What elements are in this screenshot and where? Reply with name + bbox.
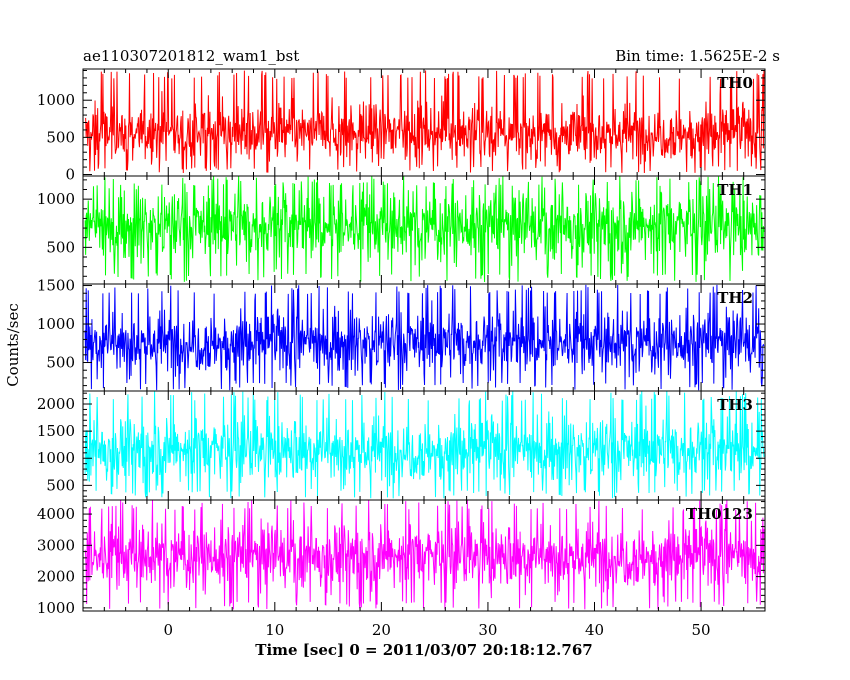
y-tick-label: 1000 [37, 190, 75, 208]
panel-th0123: 1000 2000 3000 4000 TH0123 [37, 499, 766, 617]
y-tick-label: 1000 [37, 315, 75, 333]
series-line-th2 [84, 284, 765, 391]
y-axis-label: Counts/sec [4, 303, 22, 387]
y-tick-label: 1000 [37, 599, 75, 617]
series-line-th0123 [84, 500, 765, 610]
x-tick-label: 20 [372, 621, 391, 639]
panel-th1: 500 1000 TH1 [37, 175, 766, 285]
panel-label: TH1 [717, 181, 753, 199]
y-tick-label: 1000 [37, 449, 75, 467]
panel-label: TH2 [717, 289, 753, 307]
y-tick-label: 500 [46, 476, 75, 494]
x-tick-label: 0 [163, 621, 173, 639]
y-tick-label: 3000 [37, 536, 75, 554]
y-tick-label: 500 [46, 354, 75, 372]
y-tick-label: 500 [46, 238, 75, 256]
y-tick-label: 1500 [37, 277, 75, 295]
y-tick-label: 2000 [37, 395, 75, 413]
y-tick-label: 1000 [37, 91, 75, 109]
x-tick-label: 30 [478, 621, 497, 639]
panel-th2: 500 1000 1500 TH2 [37, 277, 766, 392]
x-tick-label: 40 [585, 621, 604, 639]
panel-label: TH3 [717, 396, 753, 414]
y-tick-label: 2000 [37, 568, 75, 586]
chart-subtitle: Bin time: 1.5625E-2 s [615, 47, 780, 65]
x-tick-label: 50 [692, 621, 711, 639]
y-tick-label: 0 [65, 166, 75, 184]
panel-label: TH0123 [686, 505, 753, 523]
y-tick-label: 1500 [37, 422, 75, 440]
series-line-th0 [85, 70, 765, 174]
x-tick-label: 10 [265, 621, 284, 639]
panel-th3: 500 1000 1500 2000 TH3 [37, 390, 766, 501]
series-line-th1 [84, 176, 765, 283]
chart-title: ae110307201812_wam1_bst [83, 47, 299, 65]
series-line-th3 [84, 391, 765, 499]
y-tick-label: 4000 [37, 505, 75, 523]
y-tick-label: 500 [46, 128, 75, 146]
x-axis-label: Time [sec] 0 = 2011/03/07 20:18:12.767 [255, 641, 592, 659]
panel-label: TH0 [717, 74, 753, 92]
panel-th0: 0 500 1000 TH0 [37, 68, 766, 184]
